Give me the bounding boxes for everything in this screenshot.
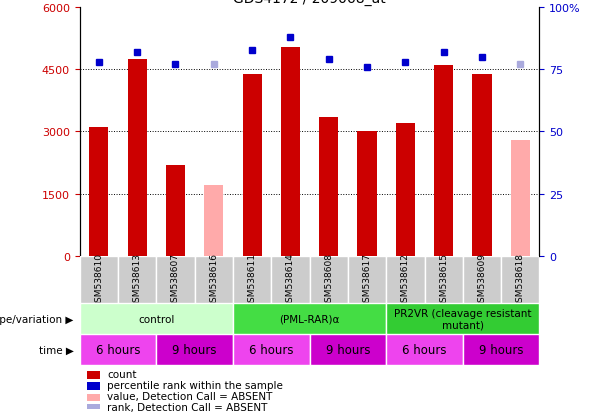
Bar: [233, 335, 310, 366]
Text: count: count: [107, 369, 137, 379]
Bar: [434, 66, 453, 256]
Text: GSM538607: GSM538607: [171, 252, 180, 307]
Bar: [463, 256, 501, 304]
Text: genotype/variation ▶: genotype/variation ▶: [0, 314, 74, 324]
Text: 9 hours: 9 hours: [172, 344, 217, 356]
Bar: [86, 404, 101, 412]
Bar: [89, 128, 109, 256]
Bar: [271, 256, 310, 304]
Bar: [166, 165, 185, 256]
Bar: [424, 256, 463, 304]
Bar: [195, 256, 233, 304]
Text: GSM538608: GSM538608: [324, 252, 333, 307]
Bar: [80, 256, 118, 304]
Text: GSM538615: GSM538615: [439, 252, 448, 307]
Bar: [204, 186, 223, 256]
Bar: [386, 256, 424, 304]
Text: 9 hours: 9 hours: [479, 344, 524, 356]
Text: (PML-RAR)α: (PML-RAR)α: [280, 314, 340, 324]
Bar: [511, 140, 530, 256]
Bar: [281, 47, 300, 256]
Text: GSM538613: GSM538613: [132, 252, 142, 307]
Text: 9 hours: 9 hours: [326, 344, 370, 356]
Title: GDS4172 / 209068_at: GDS4172 / 209068_at: [233, 0, 386, 6]
Text: time ▶: time ▶: [39, 345, 74, 355]
Bar: [86, 394, 101, 401]
Bar: [348, 256, 386, 304]
Text: GSM538610: GSM538610: [94, 252, 104, 307]
Text: PR2VR (cleavage resistant
mutant): PR2VR (cleavage resistant mutant): [394, 308, 531, 330]
Text: 6 hours: 6 hours: [249, 344, 294, 356]
Text: value, Detection Call = ABSENT: value, Detection Call = ABSENT: [107, 392, 273, 401]
Bar: [501, 256, 539, 304]
Bar: [86, 382, 101, 390]
Bar: [233, 304, 386, 335]
Text: GSM538609: GSM538609: [478, 252, 487, 307]
Text: rank, Detection Call = ABSENT: rank, Detection Call = ABSENT: [107, 402, 268, 412]
Bar: [156, 335, 233, 366]
Bar: [80, 335, 156, 366]
Text: GSM538616: GSM538616: [209, 252, 218, 307]
Bar: [128, 60, 147, 256]
Text: GSM538611: GSM538611: [248, 252, 257, 307]
Text: GSM538614: GSM538614: [286, 252, 295, 307]
Bar: [473, 74, 492, 256]
Text: GSM538618: GSM538618: [516, 252, 525, 307]
Bar: [310, 256, 348, 304]
Bar: [233, 256, 271, 304]
Text: GSM538617: GSM538617: [362, 252, 371, 307]
Text: 6 hours: 6 hours: [402, 344, 447, 356]
Bar: [319, 118, 338, 256]
Bar: [357, 132, 376, 256]
Text: GSM538612: GSM538612: [401, 252, 410, 307]
Text: percentile rank within the sample: percentile rank within the sample: [107, 380, 283, 390]
Bar: [118, 256, 156, 304]
Bar: [386, 304, 539, 335]
Bar: [156, 256, 195, 304]
Text: 6 hours: 6 hours: [96, 344, 140, 356]
Bar: [463, 335, 539, 366]
Bar: [86, 371, 101, 379]
Bar: [80, 304, 233, 335]
Text: control: control: [138, 314, 175, 324]
Bar: [386, 335, 463, 366]
Bar: [396, 124, 415, 256]
Bar: [243, 74, 262, 256]
Bar: [310, 335, 386, 366]
